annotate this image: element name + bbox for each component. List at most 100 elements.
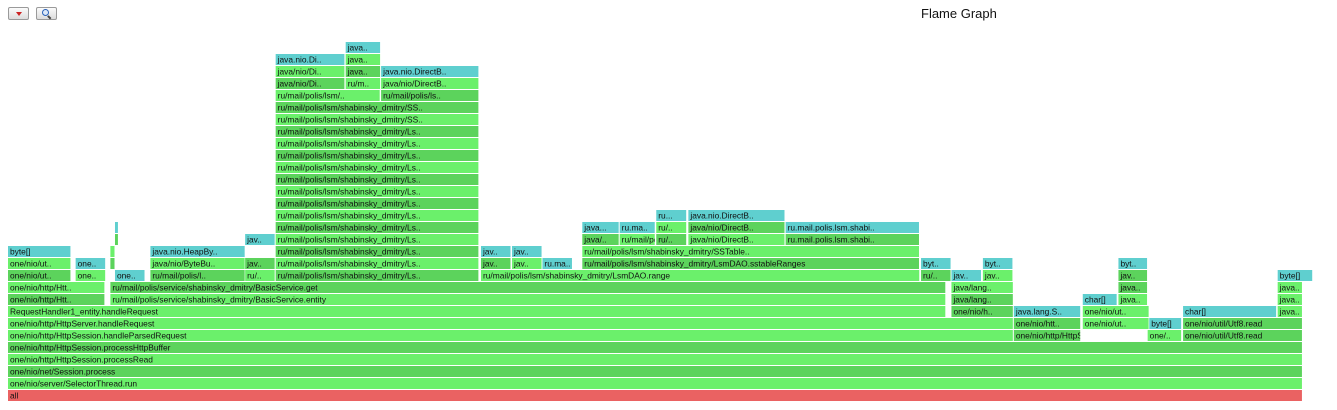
flame-frame[interactable]: ru.ma.. bbox=[542, 258, 572, 269]
flame-frame[interactable]: ru/.. bbox=[656, 222, 687, 233]
flame-frame[interactable]: one/nio/http/HttpSession.processHttpBuff… bbox=[8, 342, 1302, 353]
flame-frame-rect[interactable] bbox=[921, 270, 951, 281]
flame-frame-rect[interactable] bbox=[75, 258, 106, 269]
flame-frame[interactable]: ru/mail/polis/lsm/shabinsky_dmitry/Ls.. bbox=[275, 186, 479, 197]
search-button[interactable] bbox=[36, 7, 57, 20]
flame-frame[interactable]: java.. bbox=[1118, 294, 1148, 305]
flame-frame[interactable]: java/nio/ByteBu.. bbox=[150, 258, 245, 269]
flame-frame-rect[interactable] bbox=[275, 138, 479, 149]
flame-frame[interactable]: jav.. bbox=[245, 258, 275, 269]
flame-frame[interactable]: byt.. bbox=[921, 258, 951, 269]
flame-frame[interactable]: ru/mail/polis/lsm/shabinsky_dmitry/Ls.. bbox=[275, 222, 479, 233]
flame-frame[interactable]: jav.. bbox=[512, 258, 542, 269]
flame-frame[interactable]: java.. bbox=[1277, 294, 1302, 305]
flame-frame[interactable]: one/nio/http/HttpSession.handleParsedReq… bbox=[8, 330, 1013, 341]
flame-frame[interactable]: ru/mail/polis/lsm/shabinsky_dmitry/SSTab… bbox=[582, 246, 919, 257]
flame-frame-rect[interactable] bbox=[110, 282, 946, 293]
flame-frame[interactable]: char[] bbox=[1082, 294, 1117, 305]
flame-frame-rect[interactable] bbox=[1118, 270, 1148, 281]
flame-frame-rect[interactable] bbox=[345, 42, 381, 53]
flame-frame-rect[interactable] bbox=[75, 270, 106, 281]
flame-frame[interactable]: jav.. bbox=[480, 258, 511, 269]
flame-frame[interactable]: java.. bbox=[1118, 282, 1148, 293]
flame-frame[interactable]: java/nio/Di.. bbox=[275, 78, 345, 89]
flame-frame[interactable]: byt.. bbox=[982, 258, 1013, 269]
flame-frame[interactable]: ru/mail/polis/lsm/shabinsky_dmitry/SS.. bbox=[275, 102, 479, 113]
flame-frame[interactable]: jav.. bbox=[951, 270, 981, 281]
flame-frame-rect[interactable] bbox=[110, 258, 115, 269]
flame-frame[interactable]: ru/mail/polis/lsm/shabinsky_dmitry/LsmDA… bbox=[480, 270, 920, 281]
flame-frame-rect[interactable] bbox=[982, 258, 1013, 269]
flame-frame-rect[interactable] bbox=[1118, 294, 1148, 305]
reverse-button[interactable] bbox=[8, 7, 29, 20]
flame-frame[interactable]: one/nio/util/Utf8.read bbox=[1183, 330, 1302, 341]
flame-frame-rect[interactable] bbox=[381, 66, 479, 77]
flame-frame-rect[interactable] bbox=[512, 246, 542, 257]
flame-frame[interactable]: one/nio/http/HttpServer.handleRequest bbox=[8, 318, 1013, 329]
flame-frame-rect[interactable] bbox=[381, 78, 479, 89]
flame-frame-rect[interactable] bbox=[275, 150, 479, 161]
flame-frame-rect[interactable] bbox=[114, 270, 145, 281]
flame-frame[interactable]: java.. bbox=[1277, 282, 1302, 293]
flame-frame[interactable]: java/nio/DirectB.. bbox=[381, 78, 479, 89]
flame-frame[interactable]: java.. bbox=[345, 54, 381, 65]
flame-frame-rect[interactable] bbox=[1277, 294, 1302, 305]
flame-frame[interactable]: ru/mail/polis/lsm/shabinsky_dmitry/Ls.. bbox=[275, 210, 479, 221]
flame-frame-rect[interactable] bbox=[245, 258, 275, 269]
flame-frame-rect[interactable] bbox=[8, 282, 105, 293]
flame-frame-rect[interactable] bbox=[480, 270, 920, 281]
flame-frame-rect[interactable] bbox=[1118, 282, 1148, 293]
flame-frame[interactable]: one/nio/http/HttpSession.. bbox=[1013, 330, 1112, 341]
flame-frame[interactable]: java.nio.HeapBy.. bbox=[150, 246, 245, 257]
flame-frame-rect[interactable] bbox=[1013, 318, 1081, 329]
flame-frame[interactable]: one.. bbox=[114, 270, 145, 281]
flame-frame[interactable]: one/nio/ut.. bbox=[8, 270, 71, 281]
flame-frame[interactable]: ru/mail/polis/lsm/shabinsky_dmitry/Ls.. bbox=[275, 234, 479, 245]
flame-frame[interactable]: byte[] bbox=[8, 246, 71, 257]
flame-frame-rect[interactable] bbox=[1082, 294, 1117, 305]
flame-frame-rect[interactable] bbox=[1183, 318, 1302, 329]
flame-frame[interactable]: java.. bbox=[345, 66, 381, 77]
flame-frame-rect[interactable] bbox=[345, 54, 381, 65]
flame-frame[interactable]: java/.. bbox=[582, 234, 619, 245]
flame-frame-rect[interactable] bbox=[1183, 330, 1302, 341]
flame-frame[interactable]: ru/mail/poi.. bbox=[619, 234, 665, 245]
flame-frame-rect[interactable] bbox=[8, 258, 71, 269]
flame-frame[interactable]: char[] bbox=[1183, 306, 1277, 317]
flame-frame-rect[interactable] bbox=[8, 390, 1302, 401]
flame-frame-rect[interactable] bbox=[8, 330, 1013, 341]
flame-frame-rect[interactable] bbox=[1183, 306, 1277, 317]
flame-frame-rect[interactable] bbox=[1013, 306, 1081, 317]
flame-frame-rect[interactable] bbox=[275, 90, 380, 101]
flame-frame[interactable]: one/nio/net/Session.process bbox=[8, 366, 1302, 377]
flame-frame-rect[interactable] bbox=[275, 78, 345, 89]
flame-frame-rect[interactable] bbox=[1277, 270, 1313, 281]
flame-frame[interactable]: ru/mail/polis/lsm/.. bbox=[275, 90, 380, 101]
flame-frame[interactable]: java.nio.Di.. bbox=[275, 54, 345, 65]
flame-frame[interactable]: one/nio/ut.. bbox=[1082, 318, 1149, 329]
flame-frame-rect[interactable] bbox=[150, 258, 245, 269]
flame-frame[interactable]: java/nio/DirectB.. bbox=[688, 222, 785, 233]
flame-frame[interactable]: ru/mail/polis/lsm/shabinsky_dmitry/Ls.. bbox=[275, 162, 479, 173]
flame-frame-rect[interactable] bbox=[8, 294, 105, 305]
flame-frame-rect[interactable] bbox=[150, 270, 245, 281]
flame-frame[interactable]: ru... bbox=[656, 210, 687, 221]
flame-frame-rect[interactable] bbox=[582, 246, 919, 257]
flame-frame-rect[interactable] bbox=[688, 222, 785, 233]
flame-frame[interactable]: java.. bbox=[1277, 306, 1302, 317]
flame-frame[interactable]: ru/mail/polis/lsm/shabinsky_dmitry/Ls.. bbox=[275, 138, 479, 149]
flame-frame-rect[interactable] bbox=[275, 210, 479, 221]
flame-frame-rect[interactable] bbox=[512, 258, 542, 269]
flame-frame-rect[interactable] bbox=[275, 162, 479, 173]
flame-frame[interactable]: ru/mail/polis/l.. bbox=[150, 270, 245, 281]
flame-frame-rect[interactable] bbox=[1149, 318, 1182, 329]
flame-frame-rect[interactable] bbox=[8, 354, 1302, 365]
flame-frame[interactable]: ru/m.. bbox=[345, 78, 381, 89]
flame-frame-rect[interactable] bbox=[114, 222, 118, 233]
flame-frame-rect[interactable] bbox=[982, 270, 1013, 281]
flame-frame-rect[interactable] bbox=[8, 342, 1302, 353]
flame-frame-rect[interactable] bbox=[656, 234, 687, 245]
flame-frame[interactable]: java/nio/Di.. bbox=[275, 66, 345, 77]
flame-frame[interactable]: ru.mail.polis.lsm.shabi.. bbox=[785, 234, 919, 245]
flame-frame-rect[interactable] bbox=[785, 222, 919, 233]
